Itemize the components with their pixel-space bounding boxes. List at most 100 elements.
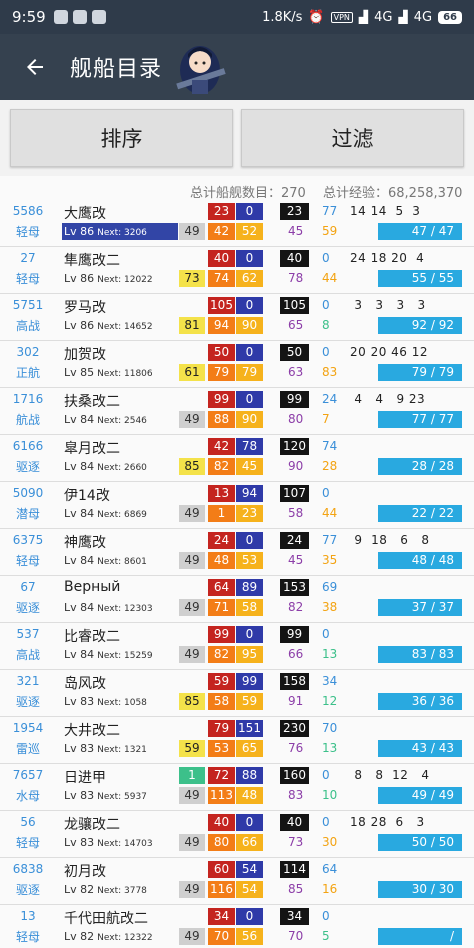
ship-row[interactable]: 321 驱逐 岛风改 Lv 83 Next: 1058 85 59 99 158 … xyxy=(0,670,474,717)
night-battle-value: 230 xyxy=(280,720,309,737)
armor-value: 52 xyxy=(236,223,263,240)
night-battle-value: 40 xyxy=(280,250,309,267)
ship-id: 67 xyxy=(20,580,36,594)
next-exp: Next: 6869 xyxy=(97,510,147,520)
firepower-value: 60 xyxy=(208,861,235,878)
antiair-value: 79 xyxy=(208,364,235,381)
ship-row[interactable]: 7657 水母 日进甲 Lv 83 Next: 5937 1 49 72 88 16… xyxy=(0,764,474,811)
fuel-ammo-bar: 37 / 37 xyxy=(378,599,462,616)
ship-row[interactable]: 27 轻母 隼鹰改二 Lv 86 Next: 12022 73 40 0 40 7… xyxy=(0,247,474,294)
antiair-value: 80 xyxy=(208,834,235,851)
avatar-icon xyxy=(91,10,106,24)
ship-level: Lv 84 Next: 6869 xyxy=(62,505,178,522)
ship-row[interactable]: 1716 航战 扶桑改二 Lv 84 Next: 2546 49 99 0 99 … xyxy=(0,388,474,435)
firepower-value: 64 xyxy=(208,579,235,596)
evasion-value: 78 xyxy=(288,271,304,285)
ship-level: Lv 86 Next: 12022 xyxy=(62,270,178,287)
ship-id: 1716 xyxy=(12,392,44,406)
ship-row[interactable]: 6838 驱逐 初月改 Lv 82 Next: 3778 49 60 54 114… xyxy=(0,858,474,905)
app-toolbar: 舰船目录 xyxy=(0,34,474,100)
antiair-value: 74 xyxy=(208,270,235,287)
ship-name: 伊14改 xyxy=(64,488,110,504)
night-battle-value: 23 xyxy=(280,203,309,220)
ship-id: 27 xyxy=(20,251,36,265)
luck-value: 83 xyxy=(322,365,338,379)
armor-value: 59 xyxy=(236,693,263,710)
firepower-value: 42 xyxy=(208,438,235,455)
lock-icon xyxy=(53,10,68,24)
level-text: Lv 83 xyxy=(64,695,95,708)
night-battle-value: 114 xyxy=(280,861,309,878)
ship-row[interactable]: 5586 轻母 大鹰改 Lv 86 Next: 3206 49 23 0 23 4… xyxy=(0,200,474,247)
armor-value: 62 xyxy=(236,270,263,287)
ship-row[interactable]: 6375 轻母 神鹰改 Lv 84 Next: 8601 49 24 0 24 4… xyxy=(0,529,474,576)
ship-row[interactable]: 302 正航 加贺改 Lv 85 Next: 11806 61 50 0 50 7… xyxy=(0,341,474,388)
luck-value: 8 xyxy=(322,318,330,332)
fuel-ammo-bar: 79 / 79 xyxy=(378,364,462,381)
ship-type: 轻母 xyxy=(15,225,40,239)
fuel-ammo-bar: / xyxy=(378,928,462,945)
antiair-value: 94 xyxy=(208,317,235,334)
level-text: Lv 84 xyxy=(64,460,95,473)
ship-id: 1954 xyxy=(12,721,44,735)
condition-value-2: 49 xyxy=(179,787,205,804)
evasion-value: 76 xyxy=(288,741,304,755)
antiair-value: 88 xyxy=(208,411,235,428)
app-icon xyxy=(72,10,87,24)
ship-id: 537 xyxy=(16,627,40,641)
evasion-value: 83 xyxy=(288,788,304,802)
luck-value: 35 xyxy=(322,553,338,567)
ship-name: 日进甲 xyxy=(64,770,106,786)
armor-value: 65 xyxy=(236,740,263,757)
night-battle-value: 99 xyxy=(280,391,309,408)
ship-row[interactable]: 6166 驱逐 皐月改二 Lv 84 Next: 2660 85 42 78 12… xyxy=(0,435,474,482)
next-exp: Next: 12022 xyxy=(97,275,153,285)
fuel-ammo-bar: 48 / 48 xyxy=(378,552,462,569)
total-exp: 总计经验：68,258,370 xyxy=(323,186,463,201)
next-exp: Next: 1058 xyxy=(97,698,147,708)
asw-value: 69 xyxy=(322,580,338,594)
ship-row[interactable]: 67 驱逐 Верный Lv 84 Next: 12303 49 64 89 1… xyxy=(0,576,474,623)
ship-level: Lv 84 Next: 15259 xyxy=(62,646,178,663)
ship-id: 7657 xyxy=(12,768,44,782)
night-battle-value: 24 xyxy=(280,532,309,549)
ship-type: 驱逐 xyxy=(15,695,40,709)
ship-type: 雷巡 xyxy=(15,742,40,756)
condition-value: 49 xyxy=(179,411,205,428)
torpedo-value: 0 xyxy=(236,908,263,925)
armor-value: 58 xyxy=(236,599,263,616)
sort-button[interactable]: 排序 xyxy=(10,109,233,167)
ship-row[interactable]: 1954 雷巡 大井改二 Lv 83 Next: 1321 59 79 151 2… xyxy=(0,717,474,764)
torpedo-value: 99 xyxy=(236,673,263,690)
ship-row[interactable]: 5090 潜母 伊14改 Lv 84 Next: 6869 49 13 94 10… xyxy=(0,482,474,529)
evasion-value: 58 xyxy=(288,506,304,520)
luck-value: 5 xyxy=(322,929,330,943)
status-time: 9:59 xyxy=(12,8,46,26)
ship-type: 驱逐 xyxy=(15,601,40,615)
ship-row[interactable]: 5751 高战 罗马改 Lv 86 Next: 14652 81 105 0 10… xyxy=(0,294,474,341)
ship-row[interactable]: 56 轻母 龙骧改二 Lv 83 Next: 14703 49 40 0 40 8… xyxy=(0,811,474,858)
back-arrow-icon xyxy=(27,59,43,75)
ship-row[interactable]: 13 轻母 千代田航改二 Lv 82 Next: 12322 49 34 0 34… xyxy=(0,905,474,948)
condition-value: 1 xyxy=(179,767,205,784)
night-battle-value: 50 xyxy=(280,344,309,361)
page-title: 舰船目录 xyxy=(70,57,163,82)
evasion-value: 80 xyxy=(288,412,304,426)
fuel-ammo-bar: 55 / 55 xyxy=(378,270,462,287)
ship-type: 正航 xyxy=(15,366,40,380)
ship-id: 302 xyxy=(16,345,40,359)
condition-value: 61 xyxy=(179,364,205,381)
ship-name: 扶桑改二 xyxy=(64,394,120,410)
condition-value: 85 xyxy=(179,458,205,475)
torpedo-value: 0 xyxy=(236,532,263,549)
filter-button[interactable]: 过滤 xyxy=(241,109,464,167)
ship-id: 6166 xyxy=(12,439,44,453)
back-button[interactable] xyxy=(0,34,70,100)
level-text: Lv 83 xyxy=(64,742,95,755)
condition-value: 49 xyxy=(179,505,205,522)
firepower-value: 99 xyxy=(208,626,235,643)
net-speed: 1.8K/s xyxy=(262,9,303,25)
armor-value: 23 xyxy=(236,505,263,522)
torpedo-value: 88 xyxy=(236,767,263,784)
ship-row[interactable]: 537 高战 比睿改二 Lv 84 Next: 15259 49 99 0 99 … xyxy=(0,623,474,670)
